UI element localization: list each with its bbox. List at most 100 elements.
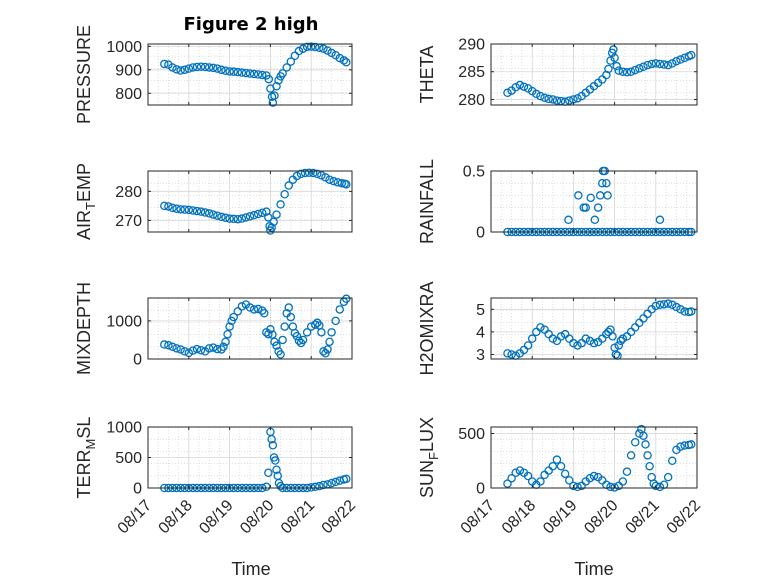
data-point <box>241 213 251 222</box>
data-point <box>164 341 173 350</box>
data-point <box>168 342 177 352</box>
data-point <box>668 59 677 68</box>
data-point <box>635 64 644 73</box>
data-point <box>306 483 316 492</box>
data-point <box>294 336 304 345</box>
data-point <box>597 178 607 188</box>
y-tick-label: 0 <box>476 481 485 498</box>
data-point <box>225 322 234 331</box>
data-point <box>188 63 198 72</box>
data-point <box>672 302 681 312</box>
data-point <box>523 471 533 481</box>
data-point <box>639 62 648 71</box>
y-tick-label: 270 <box>115 213 142 230</box>
data-point <box>257 70 267 80</box>
axes-box <box>490 170 698 233</box>
y-axis-label-subscript: F <box>426 452 441 460</box>
data-point <box>622 467 632 476</box>
data-point <box>280 322 289 331</box>
y-tick-label: 285 <box>458 64 485 81</box>
data-point <box>319 480 328 490</box>
data-point <box>284 181 294 190</box>
data-point <box>686 440 696 449</box>
data-point <box>639 431 648 440</box>
x-axis-label-right: Time <box>574 559 613 579</box>
data-point <box>298 335 308 345</box>
data-point <box>626 451 636 460</box>
data-point <box>651 481 661 491</box>
data-point <box>172 204 181 214</box>
data-point <box>590 215 600 225</box>
data-point <box>225 214 234 223</box>
data-point <box>172 65 181 74</box>
data-point <box>249 210 259 220</box>
data-point <box>304 168 314 177</box>
data-point <box>655 482 665 492</box>
data-point <box>249 69 259 79</box>
data-point <box>564 215 573 225</box>
data-point <box>536 323 545 332</box>
data-point <box>192 344 202 354</box>
data-point <box>523 341 533 350</box>
data-point <box>585 336 595 346</box>
data-point <box>608 332 617 341</box>
data-point <box>257 208 267 218</box>
data-point <box>296 169 306 179</box>
data-point <box>610 483 619 492</box>
data-point <box>160 340 169 349</box>
data-point <box>176 205 185 214</box>
data-point <box>217 212 226 222</box>
y-axis-label: TERRMSL <box>74 417 98 499</box>
data-point <box>589 338 599 348</box>
y-axis-label-subscript: M <box>83 439 98 450</box>
data-point <box>229 312 238 322</box>
data-point <box>196 62 206 72</box>
data-point <box>585 473 595 483</box>
y-tick-label: 0 <box>133 352 142 369</box>
y-axis-label-main: AIR <box>74 210 94 240</box>
x-tick-label: 08/20 <box>581 497 621 537</box>
data-point <box>507 473 516 483</box>
y-tick-label: 4 <box>476 324 485 341</box>
data-point <box>267 434 276 444</box>
data-point <box>503 479 512 488</box>
data-point <box>249 305 259 314</box>
y-axis-label: PRESSURE <box>74 25 94 124</box>
data-point <box>581 203 591 212</box>
y-tick-label: 280 <box>115 184 142 201</box>
data-point <box>503 349 512 358</box>
data-point <box>209 63 218 73</box>
data-point <box>618 67 628 76</box>
subplot-7: 0 500 1000 08/17 08/18 08/19 08/20 08/21 08/22 TE… <box>74 417 359 538</box>
data-point <box>294 46 304 56</box>
subplot-8: 0 500 08/17 08/18 08/19 08/20 08/21 08/22 SUNFLU… <box>417 417 704 537</box>
data-point <box>335 305 345 314</box>
subplot-2: 280 285 290 THETA <box>417 37 698 109</box>
data-point <box>342 294 351 304</box>
data-point <box>647 59 656 69</box>
y-tick-label: 500 <box>458 426 485 443</box>
subplot-1: 800 900 1000 PRESSURE <box>74 25 353 124</box>
data-point <box>606 482 615 492</box>
data-point <box>221 66 230 75</box>
data-point <box>586 193 595 203</box>
data-point <box>306 322 316 331</box>
data-point <box>300 168 310 178</box>
data-point <box>532 89 541 99</box>
data-point <box>573 482 582 492</box>
data-point <box>573 341 582 350</box>
data-point <box>245 212 255 221</box>
data-point <box>264 74 274 84</box>
data-point <box>192 62 202 72</box>
data-point <box>311 42 320 52</box>
x-tick-label: 08/22 <box>664 497 704 537</box>
data-point <box>274 76 283 85</box>
data-point <box>655 59 665 69</box>
data-point <box>282 63 291 72</box>
data-point <box>645 461 654 471</box>
data-point <box>335 53 345 63</box>
data-point <box>651 59 661 68</box>
y-axis-label: H2OMIXRA <box>417 281 437 375</box>
axes-box <box>147 170 353 233</box>
data-point <box>569 338 578 348</box>
